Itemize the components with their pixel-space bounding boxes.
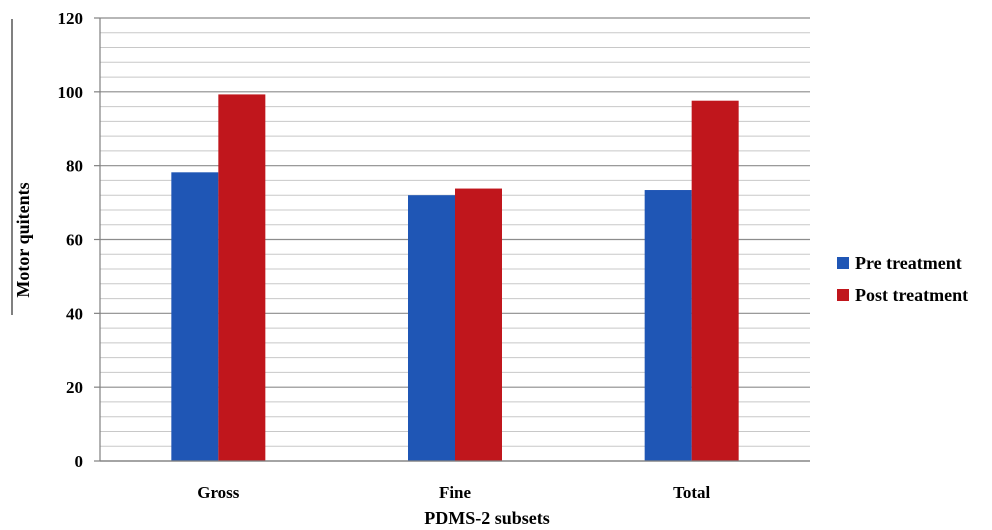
- legend-label: Pre treatment: [855, 253, 962, 273]
- y-tick-label: 60: [66, 231, 83, 250]
- y-tick-label: 80: [66, 157, 83, 176]
- y-tick-label: 120: [58, 9, 84, 28]
- bar-pre-treatment-total: [644, 190, 692, 461]
- x-category-label: Total: [673, 483, 710, 502]
- legend-label: Post treatment: [855, 285, 968, 305]
- bar-pre-treatment-gross: [171, 172, 219, 462]
- y-tick-label: 20: [66, 378, 83, 397]
- bar-post-treatment-gross: [218, 94, 266, 461]
- x-axis-categories: Gross Fine Total: [197, 483, 710, 502]
- x-category-label: Gross: [197, 483, 240, 502]
- y-axis-title: Motor quitents: [13, 182, 33, 297]
- y-tick-label: 0: [75, 452, 84, 471]
- bar-post-treatment-fine: [455, 188, 502, 461]
- x-category-label: Fine: [439, 483, 472, 502]
- bar-post-treatment-total: [691, 100, 739, 462]
- legend: Pre treatment Post treatment: [837, 253, 968, 305]
- bars: [171, 94, 739, 462]
- legend-swatch: [837, 289, 849, 301]
- y-tick-label: 40: [66, 304, 83, 323]
- y-tick-label: 100: [58, 83, 84, 102]
- bar-pre-treatment-fine: [408, 195, 455, 461]
- y-axis-ticks: 0 20 40 60 80 100 120: [58, 9, 100, 471]
- legend-swatch: [837, 257, 849, 269]
- x-axis-title: PDMS-2 subsets: [424, 508, 550, 528]
